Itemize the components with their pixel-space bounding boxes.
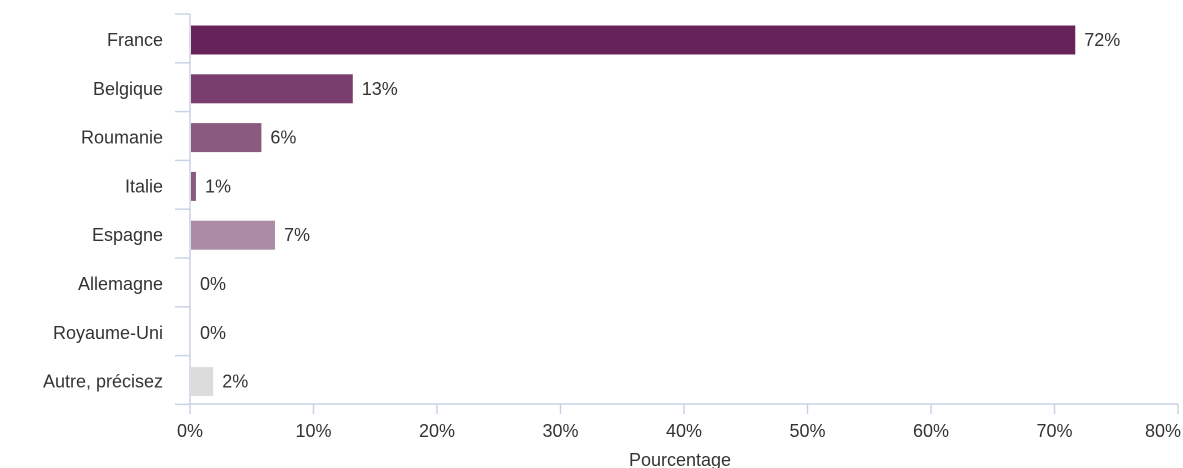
value-label-france: 72% bbox=[1084, 30, 1120, 50]
x-tick-label: 80% bbox=[1145, 421, 1181, 441]
category-label-italie: Italie bbox=[125, 176, 163, 196]
x-tick-label: 60% bbox=[913, 421, 949, 441]
bar-espagne bbox=[191, 220, 275, 250]
x-axis-title: Pourcentage bbox=[629, 450, 731, 468]
value-label-allemagne: 0% bbox=[200, 274, 226, 294]
x-tick-label: 30% bbox=[542, 421, 578, 441]
x-tick-label: 50% bbox=[789, 421, 825, 441]
bar-france bbox=[191, 25, 1076, 55]
x-tick-label: 10% bbox=[295, 421, 331, 441]
value-label-royaume-uni: 0% bbox=[200, 323, 226, 343]
bar-belgique bbox=[191, 74, 353, 104]
category-label-belgique: Belgique bbox=[93, 79, 163, 99]
x-tick-label: 40% bbox=[666, 421, 702, 441]
x-tick-label: 0% bbox=[177, 421, 203, 441]
value-label-roumanie: 6% bbox=[270, 128, 296, 148]
bar-italie bbox=[191, 171, 196, 201]
category-label-espagne: Espagne bbox=[92, 225, 163, 245]
bar-autre-precisez bbox=[191, 367, 214, 397]
category-label-roumanie: Roumanie bbox=[81, 128, 163, 148]
bar-roumanie bbox=[191, 123, 262, 153]
value-label-belgique: 13% bbox=[362, 79, 398, 99]
category-label-royaume-uni: Royaume-Uni bbox=[53, 323, 163, 343]
category-label-allemagne: Allemagne bbox=[78, 274, 163, 294]
value-label-autre-precisez: 2% bbox=[222, 372, 248, 392]
x-tick-label: 70% bbox=[1036, 421, 1072, 441]
category-labels: France Belgique Roumanie Italie Espagne Allem… bbox=[43, 30, 163, 392]
value-labels: 72% 13% 6% 1% 7% 0% 0% 2% bbox=[200, 30, 1120, 392]
value-label-italie: 1% bbox=[205, 176, 231, 196]
category-label-autre-precisez: Autre, précisez bbox=[43, 372, 163, 392]
value-label-espagne: 7% bbox=[284, 225, 310, 245]
x-tick-label: 20% bbox=[419, 421, 455, 441]
category-label-france: France bbox=[107, 30, 163, 50]
x-axis: 0% 10% 20% 30% 40% 50% 60% 70% 80% bbox=[177, 403, 1181, 441]
y-axis bbox=[175, 13, 191, 406]
bars-group bbox=[191, 25, 1076, 397]
